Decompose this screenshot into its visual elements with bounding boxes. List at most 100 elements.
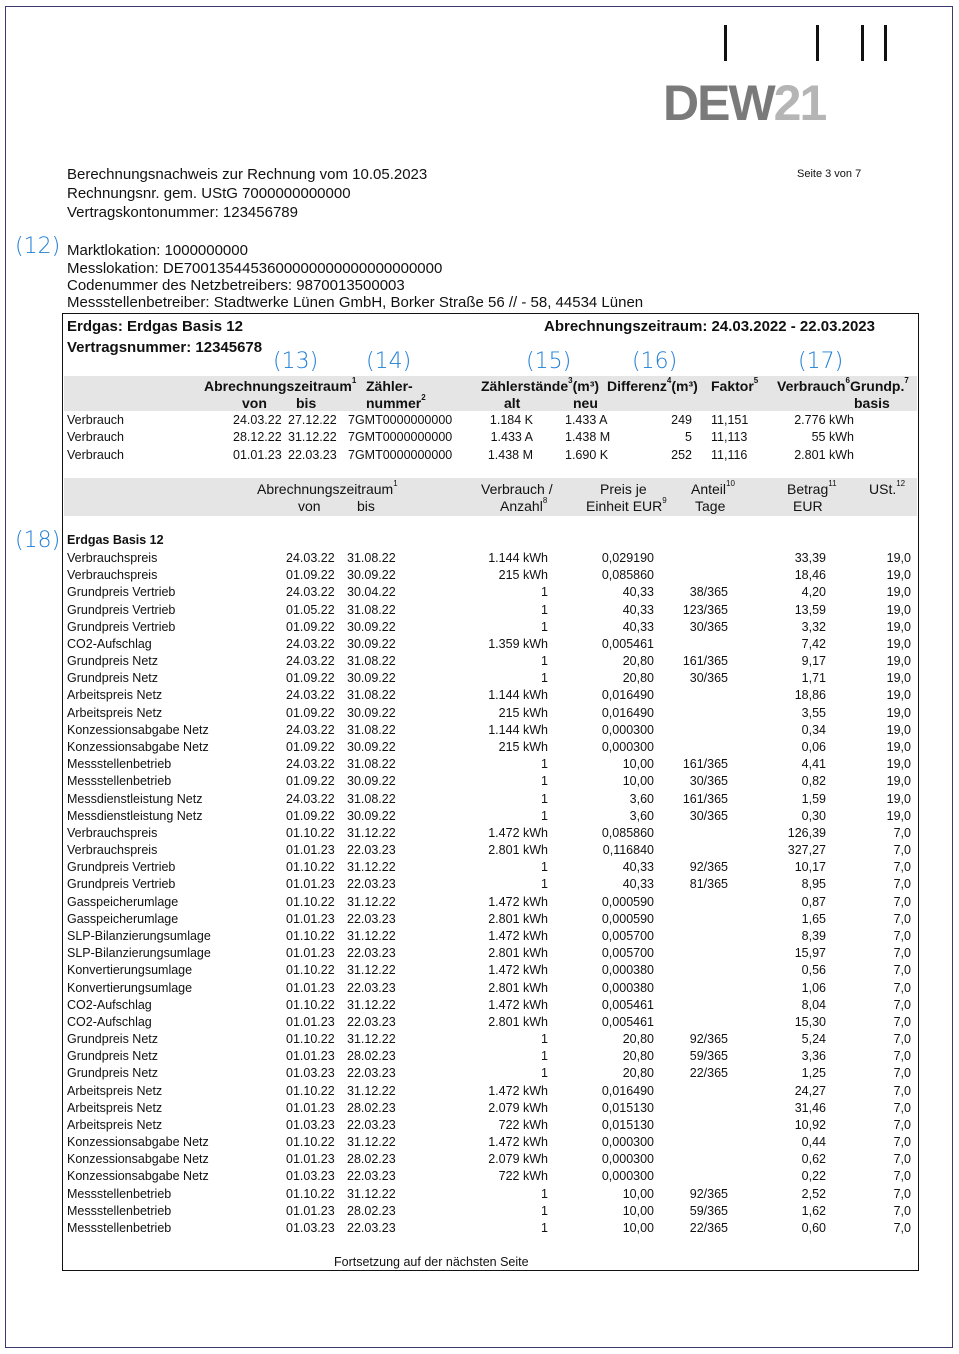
cell-from: 24.03.22 [233, 413, 282, 427]
cell-item: Grundpreis Vertrieb [67, 585, 176, 600]
cell-days-share: 38/365 [689, 585, 728, 600]
cell-quantity: 1.144 kWh [488, 722, 548, 737]
cell-unit-price: 20,80 [622, 654, 654, 669]
cell-unit-price: 0,015130 [601, 1100, 654, 1115]
cell-to: 30.09.22 [347, 739, 396, 754]
cell-unit-price: 0,005700 [601, 946, 654, 961]
cell-amount: 8,04 [801, 997, 826, 1012]
header-label: Abrechnungszeitraum [204, 378, 352, 394]
charges-header-band [64, 478, 917, 516]
cell-item: Verbrauchspreis [67, 551, 158, 565]
header-label: Grundp. [849, 378, 905, 394]
cell-quantity: 2.079 kWh [488, 1152, 548, 1167]
cell-item: Messstellenbetrieb [67, 1186, 172, 1201]
cell-from: 01.01.23 [286, 1100, 335, 1115]
header-label: Differenz4(m³) [607, 376, 698, 394]
header-label: von [298, 498, 321, 514]
cell-item: Messstellenbetrieb [67, 1221, 172, 1236]
cell-from: 01.01.23 [286, 1152, 335, 1167]
header-label: 5 [753, 376, 759, 385]
header-label: Abrechnungszeitraum [257, 481, 394, 497]
cell-amount: 5,24 [801, 1032, 826, 1047]
header-label: 2 [421, 393, 426, 402]
cell-unit-price: 20,80 [622, 671, 654, 686]
cell-from: 01.10.22 [286, 825, 335, 840]
cell-to: 31.08.22 [347, 602, 396, 617]
cell-quantity: 1 [541, 1032, 548, 1047]
cell-from: 01.01.23 [286, 843, 335, 858]
cell-amount: 3,36 [801, 1049, 826, 1064]
cell-to: 30.09.22 [347, 619, 396, 634]
header-label: Betrag [787, 481, 829, 497]
cell-amount: 4,20 [801, 585, 826, 600]
cell-amount: 1,62 [801, 1203, 826, 1218]
cell-to: 30.09.22 [347, 808, 396, 823]
header-label: Betrag11 [787, 479, 837, 497]
cell-amount: 2,52 [801, 1186, 826, 1201]
charge-table-row: Grundpreis Vertrieb 24.03.22 30.04.22 1 40,3… [0, 585, 959, 602]
cell-unit-price: 0,000380 [601, 980, 654, 995]
cell-to: 28.02.23 [347, 1203, 396, 1218]
cell-quantity: 2.801 kWh [488, 843, 548, 858]
cell-amount: 33,39 [794, 551, 826, 565]
charge-table-row: Grundpreis Netz 01.09.22 30.09.22 1 20,80 30/… [0, 671, 959, 688]
cell-item: Konzessionsabgabe Netz [67, 1152, 209, 1167]
cell-amount: 0,30 [801, 808, 826, 823]
meter-table-row: Verbrauch 24.03.22 27.12.22 7GMT0000000000 1… [0, 413, 959, 430]
cell-amount: 0,62 [801, 1152, 826, 1167]
cell-amount: 4,41 [801, 757, 826, 772]
cell-from: 28.12.22 [233, 430, 282, 445]
charge-table-row: Grundpreis Vertrieb 01.05.22 31.08.22 1 40,3… [0, 603, 959, 620]
cell-to: 31.12.22 [347, 860, 396, 875]
cell-vat: 7,0 [893, 1221, 911, 1236]
meter-table-row: Verbrauch 28.12.22 31.12.22 7GMT0000000000 1… [0, 430, 959, 447]
section-title: Erdgas Basis 12 [67, 533, 164, 547]
cell-item: SLP-Bilanzierungsumlage [67, 946, 211, 961]
header-label: Faktor [711, 378, 754, 394]
header-label: Verbrauch6Grundp.7 [777, 376, 909, 394]
cell-vat: 7,0 [893, 1135, 911, 1150]
cell-quantity: 2.801 kWh [488, 1014, 548, 1029]
cell-quantity: 1 [541, 877, 548, 892]
cell-vat: 19,0 [886, 705, 911, 720]
cell-amount: 13,59 [794, 602, 826, 617]
cell-quantity: 2.801 kWh [488, 946, 548, 961]
cell-item: Grundpreis Vertrieb [67, 860, 176, 875]
meter-table-row: Verbrauch 01.01.23 22.03.23 7GMT0000000000 1… [0, 448, 959, 465]
cell-unit-price: 0,000380 [601, 963, 654, 978]
cell-from: 01.09.22 [286, 619, 335, 634]
cell-to: 28.02.23 [347, 1100, 396, 1115]
header-label: (m³) [572, 378, 600, 394]
cell-from: 24.03.22 [286, 757, 335, 772]
cell-amount: 18,46 [794, 568, 826, 583]
charge-table-row: Messdienstleistung Netz 24.03.22 31.08.22 1… [0, 792, 959, 809]
cell-quantity: 722 kWh [498, 1169, 548, 1184]
cell-type: Verbrauch [67, 430, 124, 445]
charge-table-row: CO2-Aufschlag 01.01.23 22.03.23 2.801 kWh 0,… [0, 1015, 959, 1032]
header-label: Einheit EUR [586, 498, 663, 514]
cell-difference: 252 [671, 447, 692, 462]
cell-from: 01.03.23 [286, 1221, 335, 1236]
cell-vat: 19,0 [886, 688, 911, 703]
billing-table-frame [62, 313, 919, 1271]
charge-table-row: Grundpreis Vertrieb 01.10.22 31.12.22 1 40,3… [0, 860, 959, 877]
cell-amount: 126,39 [787, 825, 826, 840]
cell-meter-number: 7GMT0000000000 [348, 413, 453, 427]
cell-item: CO2-Aufschlag [67, 1014, 152, 1029]
cell-type: Verbrauch [67, 447, 124, 462]
cell-quantity: 1.144 kWh [488, 551, 548, 565]
cell-to: 30.04.22 [347, 585, 396, 600]
header-label: (m³) [671, 378, 698, 394]
cell-amount: 0,06 [801, 739, 826, 754]
cell-unit-price: 0,016490 [601, 1083, 654, 1098]
cell-item: Konzessionsabgabe Netz [67, 1135, 209, 1150]
charge-table-row: CO2-Aufschlag 24.03.22 30.09.22 1.359 kWh 0,… [0, 637, 959, 654]
cell-quantity: 1 [541, 619, 548, 634]
header-label: Differenz [607, 378, 667, 394]
cell-to: 31.12.22 [347, 1186, 396, 1201]
cell-item: Konvertierungsumlage [67, 980, 193, 995]
cell-from: 01.09.22 [286, 568, 335, 583]
cell-quantity: 2.801 kWh [488, 911, 548, 926]
header-label: Abrechnungszeitraum1 [204, 376, 356, 394]
cell-vat: 7,0 [893, 860, 911, 875]
